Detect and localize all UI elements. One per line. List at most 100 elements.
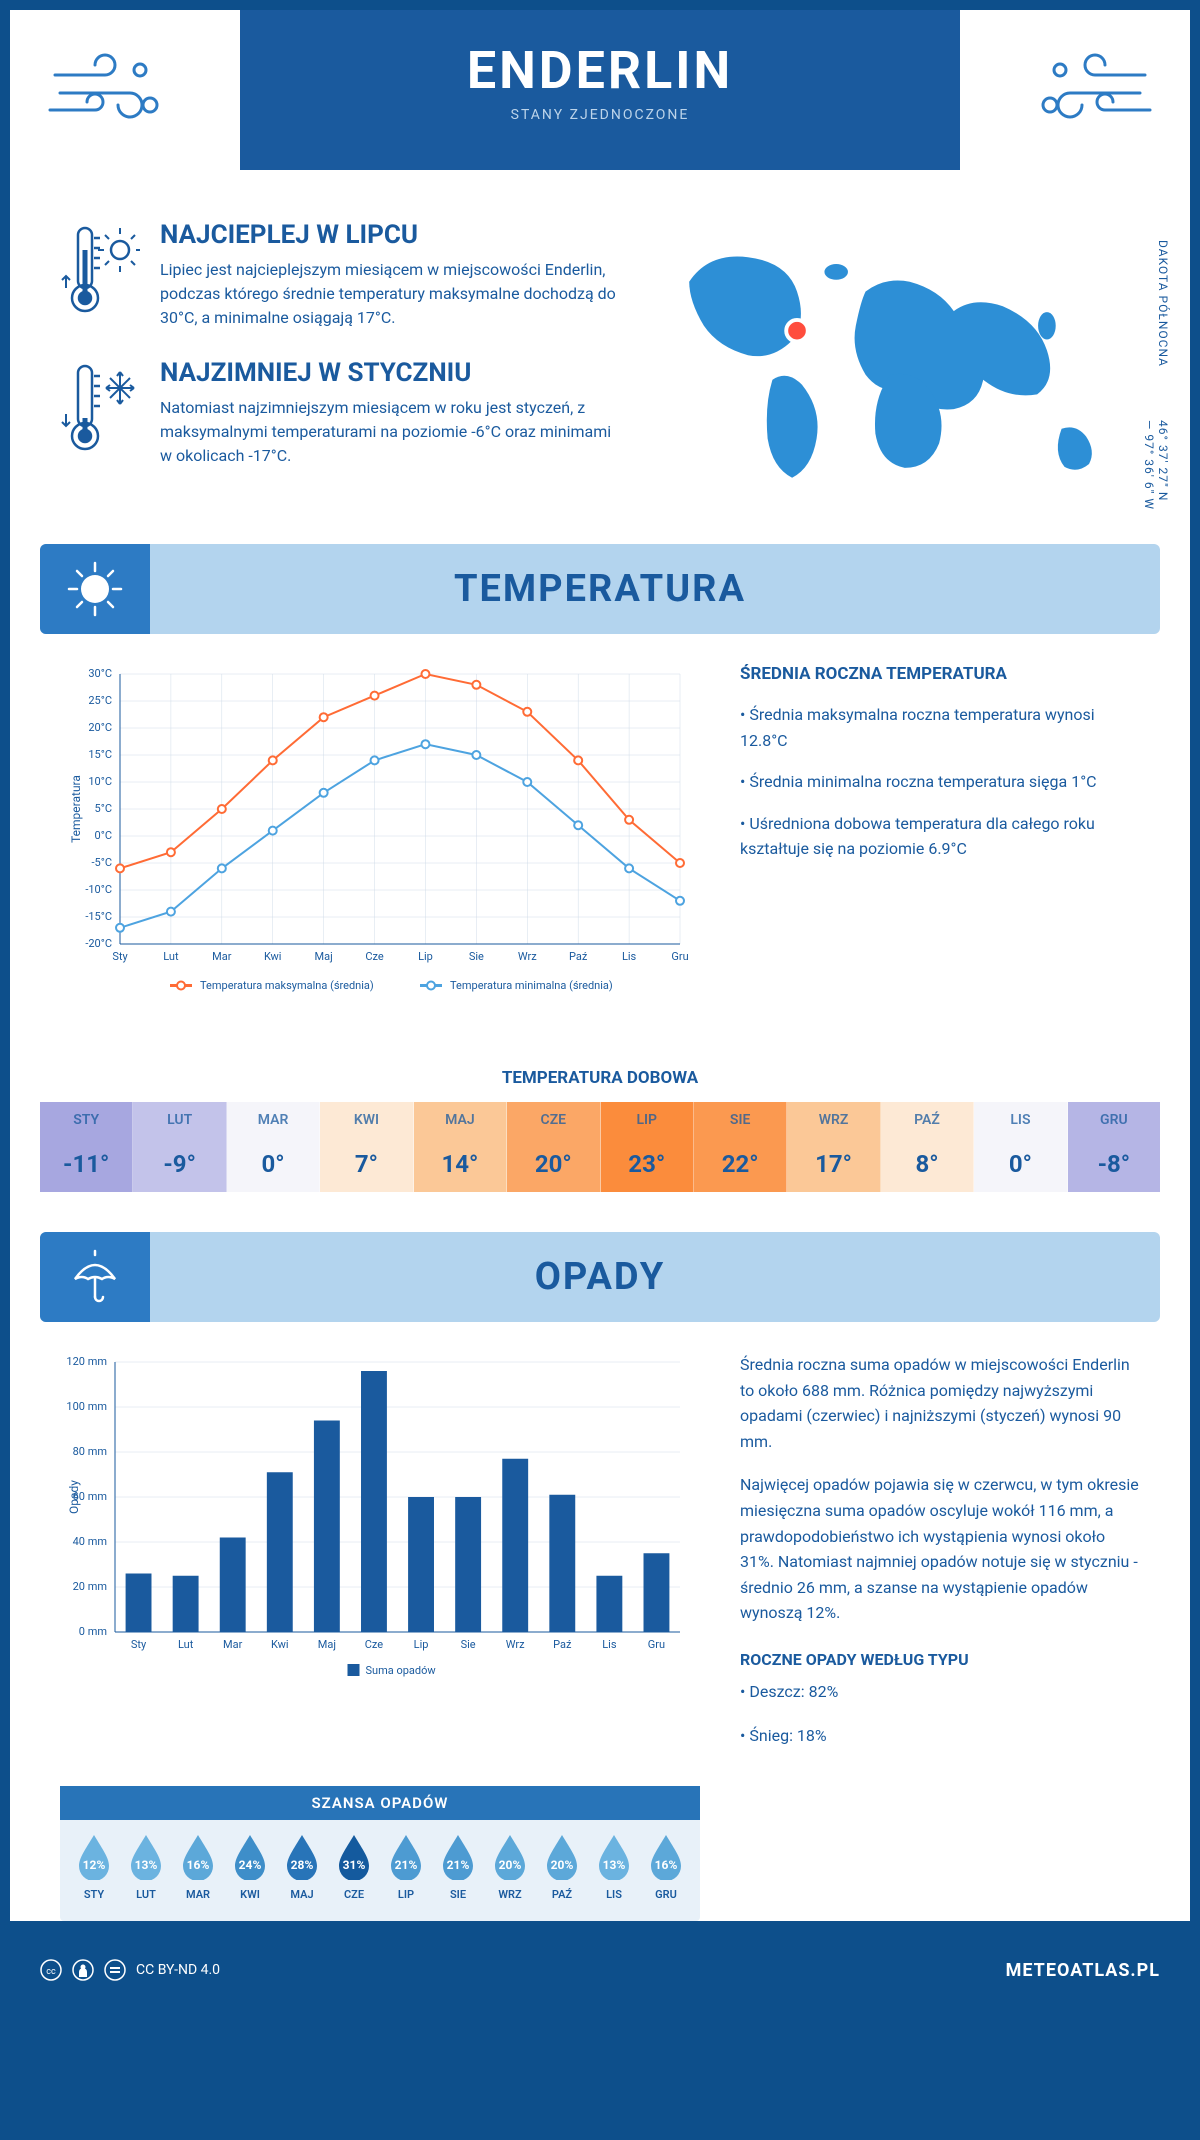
snow-pct: • Śnieg: 18%	[740, 1723, 1140, 1749]
precipitation-title: OPADY	[535, 1255, 666, 1299]
chance-month: LUT	[120, 1888, 172, 1901]
coldest-title: NAJZIMNIEJ W STYCZNIU	[160, 358, 620, 388]
svg-text:15°C: 15°C	[88, 748, 112, 761]
chance-month: PAŹ	[536, 1888, 588, 1901]
chance-item: 12% STY	[68, 1832, 120, 1901]
daily-value: 20°	[507, 1138, 599, 1192]
svg-text:Lut: Lut	[178, 1638, 194, 1651]
svg-text:Wrz: Wrz	[506, 1638, 525, 1651]
daily-cell: KWI7°	[320, 1102, 413, 1192]
chance-item: 13% LIS	[588, 1832, 640, 1901]
svg-text:Temperatura minimalna (średnia: Temperatura minimalna (średnia)	[450, 979, 613, 992]
svg-text:80 mm: 80 mm	[73, 1445, 107, 1458]
precipitation-chart: 0 mm20 mm40 mm60 mm80 mm100 mm120 mmStyL…	[60, 1352, 700, 1766]
chance-item: 21% SIE	[432, 1832, 484, 1901]
daily-cell: MAJ14°	[414, 1102, 507, 1192]
daily-value: 0°	[974, 1138, 1066, 1192]
daily-value: 7°	[320, 1138, 412, 1192]
daily-cell: LUT-9°	[133, 1102, 226, 1192]
daily-month: CZE	[507, 1102, 599, 1138]
daily-cell: LIS0°	[974, 1102, 1067, 1192]
chance-item: 31% CZE	[328, 1832, 380, 1901]
svg-text:25°C: 25°C	[88, 694, 112, 707]
daily-month: WRZ	[787, 1102, 879, 1138]
raindrop-icon: 24%	[231, 1832, 269, 1880]
daily-value: -9°	[133, 1138, 225, 1192]
daily-cell: PAŹ8°	[881, 1102, 974, 1192]
precip-para2: Najwięcej opadów pojawia się w czerwcu, …	[740, 1472, 1140, 1626]
svg-text:0 mm: 0 mm	[79, 1625, 107, 1638]
map-area: DAKOTA PÓŁNOCNA 46° 37' 27" N — 97° 36' …	[650, 220, 1140, 514]
svg-text:-15°C: -15°C	[85, 910, 112, 923]
svg-text:20%: 20%	[551, 1858, 574, 1872]
svg-text:Sty: Sty	[112, 950, 128, 963]
nd-icon	[104, 1959, 126, 1981]
header: ENDERLIN STANY ZJEDNOCZONE	[10, 10, 1190, 200]
daily-cell: WRZ17°	[787, 1102, 880, 1192]
world-map	[650, 220, 1140, 510]
chance-month: MAR	[172, 1888, 224, 1901]
coords-label: 46° 37' 27" N — 97° 36' 6" W	[1142, 420, 1170, 514]
avg-temp-bullet3: • Uśredniona dobowa temperatura dla całe…	[740, 811, 1140, 862]
sun-icon	[65, 559, 125, 619]
chance-month: SIE	[432, 1888, 484, 1901]
daily-temp-grid: STY-11°LUT-9°MAR0°KWI7°MAJ14°CZE20°LIP23…	[40, 1102, 1160, 1192]
chance-month: KWI	[224, 1888, 276, 1901]
chance-month: MAJ	[276, 1888, 328, 1901]
daily-month: MAJ	[414, 1102, 506, 1138]
chance-month: WRZ	[484, 1888, 536, 1901]
chance-item: 13% LUT	[120, 1832, 172, 1901]
precipitation-header: OPADY	[40, 1232, 1160, 1322]
avg-temp-bullet2: • Średnia minimalna roczna temperatura s…	[740, 769, 1140, 795]
svg-text:16%: 16%	[187, 1858, 210, 1872]
chance-item: 20% PAŹ	[536, 1832, 588, 1901]
warmest-block: NAJCIEPLEJ W LIPCU Lipiec jest najcieple…	[60, 220, 620, 330]
thermometer-hot-icon	[60, 220, 140, 320]
daily-cell: MAR0°	[227, 1102, 320, 1192]
svg-text:5°C: 5°C	[95, 802, 112, 815]
wind-decoration-left	[45, 45, 175, 139]
precipitation-info: Średnia roczna suma opadów w miejscowośc…	[740, 1352, 1140, 1766]
footer-site: METEOATLAS.PL	[1006, 1960, 1160, 1981]
umbrella-badge	[40, 1232, 150, 1322]
svg-text:Suma opadów: Suma opadów	[366, 1664, 437, 1677]
raindrop-icon: 13%	[595, 1832, 633, 1880]
temperature-title: TEMPERATURA	[454, 567, 746, 611]
svg-text:100 mm: 100 mm	[66, 1400, 107, 1413]
by-icon	[72, 1959, 94, 1981]
intro-text: NAJCIEPLEJ W LIPCU Lipiec jest najcieple…	[60, 220, 620, 514]
daily-month: LIP	[601, 1102, 693, 1138]
country-name: STANY ZJEDNOCZONE	[240, 107, 960, 123]
daily-value: -8°	[1068, 1138, 1160, 1192]
coldest-block: NAJZIMNIEJ W STYCZNIU Natomiast najzimni…	[60, 358, 620, 468]
daily-month: SIE	[694, 1102, 786, 1138]
svg-text:Lip: Lip	[414, 1638, 429, 1651]
chance-item: 24% KWI	[224, 1832, 276, 1901]
svg-text:Sty: Sty	[131, 1638, 147, 1651]
daily-cell: SIE22°	[694, 1102, 787, 1192]
daily-month: LIS	[974, 1102, 1066, 1138]
chance-row: 12% STY 13% LUT 16% MAR 24% KWI 28% MAJ …	[60, 1820, 700, 1907]
svg-text:Kwi: Kwi	[264, 950, 282, 963]
svg-text:-20°C: -20°C	[85, 937, 112, 950]
avg-temp-title: ŚREDNIA ROCZNA TEMPERATURA	[740, 664, 1140, 684]
thermometer-cold-icon	[60, 358, 140, 458]
daily-value: 17°	[787, 1138, 879, 1192]
avg-temp-bullet1: • Średnia maksymalna roczna temperatura …	[740, 702, 1140, 753]
warmest-text: Lipiec jest najcieplejszym miesiącem w m…	[160, 258, 620, 330]
svg-text:Lip: Lip	[418, 950, 433, 963]
raindrop-icon: 20%	[543, 1832, 581, 1880]
chance-month: LIS	[588, 1888, 640, 1901]
svg-text:Paź: Paź	[553, 1638, 572, 1651]
svg-text:Opady: Opady	[67, 1480, 81, 1514]
sun-badge	[40, 544, 150, 634]
temperature-info: ŚREDNIA ROCZNA TEMPERATURA • Średnia mak…	[740, 664, 1140, 1028]
daily-month: STY	[40, 1102, 132, 1138]
daily-temp-title: TEMPERATURA DOBOWA	[10, 1068, 1190, 1088]
svg-text:Wrz: Wrz	[518, 950, 537, 963]
raindrop-icon: 16%	[179, 1832, 217, 1880]
temperature-header: TEMPERATURA	[40, 544, 1160, 634]
raindrop-icon: 21%	[387, 1832, 425, 1880]
chance-item: 20% WRZ	[484, 1832, 536, 1901]
raindrop-icon: 31%	[335, 1832, 373, 1880]
